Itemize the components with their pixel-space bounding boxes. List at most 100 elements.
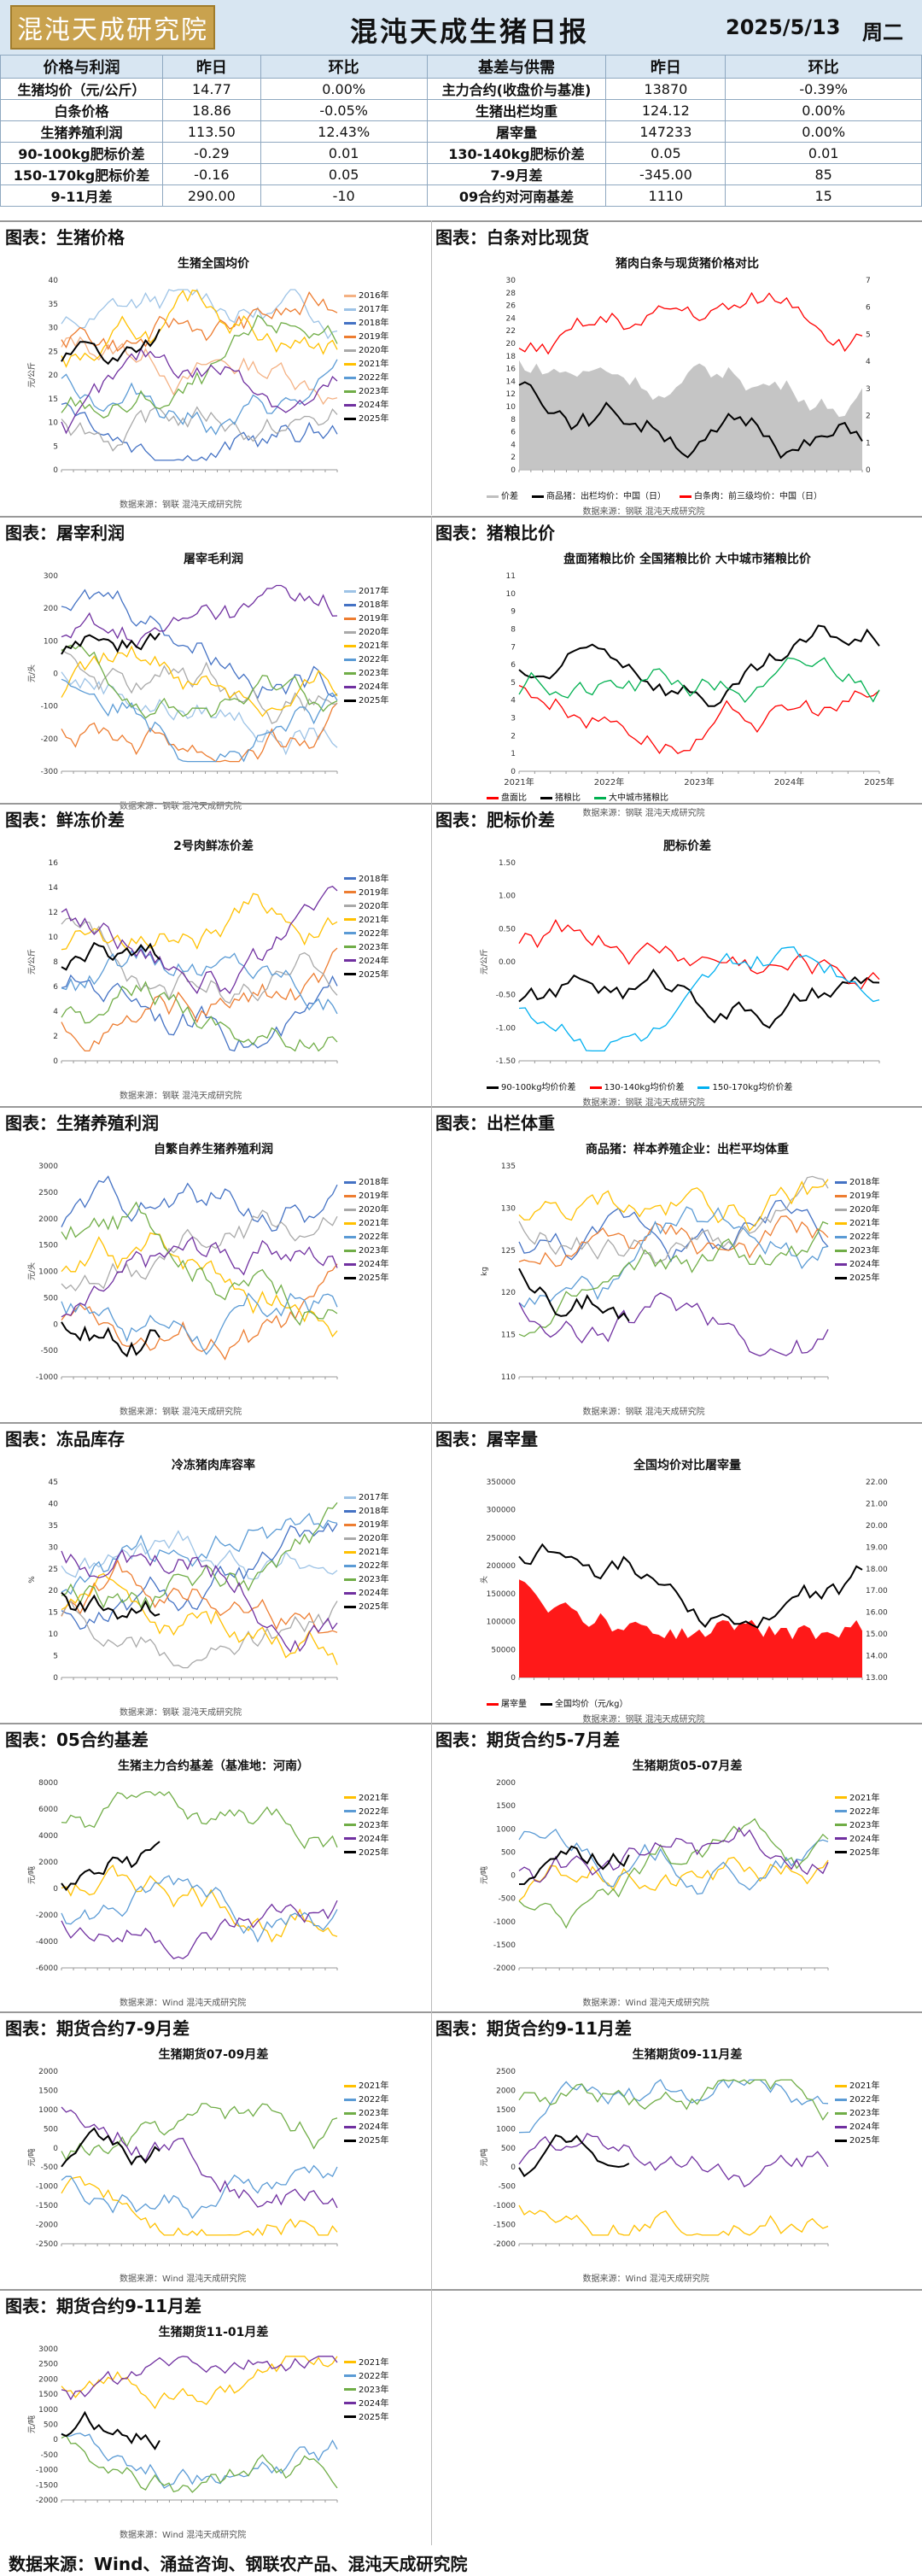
chart-legend: 2017年 2018年 2019年 2020年 2021年 2022年 2023年 2024年… [344, 1491, 388, 1614]
legend-item: 大中城市猪粮比 [594, 792, 668, 805]
legend-label: 2024年 [359, 1589, 389, 1599]
legend-swatch [835, 1208, 847, 1211]
legend-label: 2017年 [359, 1493, 389, 1503]
x-tick-label: 2025年 [864, 776, 894, 787]
y-tick-label: 0 [511, 1872, 516, 1881]
chart-title: 生猪期货07-09月差 [158, 2048, 269, 2062]
y-tick-label: 6 [511, 661, 516, 670]
series-line [518, 2204, 829, 2236]
table-cell: 0.00% [725, 99, 922, 121]
y-tick-label: 20 [49, 372, 59, 380]
y-tick-label: 28 [506, 290, 516, 298]
legend-label: 2023年 [359, 1820, 389, 1830]
table-cell: 白条价格 [0, 99, 163, 121]
legend-label: 2022年 [849, 1806, 880, 1817]
legend-label: 2023年 [359, 1246, 389, 1256]
table-cell: 13870 [605, 78, 727, 100]
series-line [518, 381, 863, 460]
series-line [61, 947, 338, 1052]
y-tick-label: 24 [506, 314, 516, 323]
legend-label: 2022年 [359, 373, 389, 383]
legend-swatch [344, 403, 356, 407]
legend-item: 2025年 [344, 2411, 388, 2425]
table-header-row: 价格与利润 昨日 环比 基差与供需 昨日 环比 [0, 55, 922, 79]
legend-swatch [344, 2098, 356, 2101]
report-weekday: 周二 [862, 20, 903, 44]
y-tick-label: 0.50 [499, 925, 516, 934]
legend-label: 2022年 [359, 2095, 389, 2105]
legend-swatch [835, 1194, 847, 1197]
legend-item: 2016年 [344, 290, 388, 303]
legend-item: 2023年 [344, 941, 388, 955]
legend-swatch [344, 1180, 356, 1184]
legend-swatch [532, 495, 544, 498]
table-cell: 147233 [605, 120, 727, 143]
legend-swatch [344, 1851, 356, 1854]
legend-label: 2025年 [359, 696, 389, 706]
series-line [61, 290, 338, 368]
y-tick-label: -500 [41, 1347, 59, 1355]
y-tick-label: 22 [506, 327, 516, 336]
series-line [61, 1201, 338, 1326]
y-tick-label: 2 [511, 454, 516, 462]
legend-label: 2021年 [359, 360, 389, 370]
table-cell: -0.39% [725, 78, 922, 100]
chart-source: 数据来源：钢联 混沌天成研究院 [582, 809, 705, 818]
legend-item: 2020年 [344, 626, 388, 640]
legend-item: 全国均价（元/kg） [540, 1698, 628, 1712]
y2-tick-label: 0 [866, 466, 871, 475]
legend-swatch [344, 685, 356, 688]
legend-item: 2020年 [344, 1203, 388, 1217]
series-line [61, 643, 338, 719]
y-tick-label: 0 [53, 1057, 58, 1066]
legend-label: 2024年 [359, 401, 389, 411]
legend-item: 2021年 [344, 914, 388, 928]
y-tick-label: 6 [53, 983, 58, 992]
table-cell: 屠宰量 [426, 120, 607, 143]
series-line [61, 893, 338, 951]
x-tick-label: 2022年 [594, 776, 624, 787]
y2-tick-label: 18.00 [866, 1566, 888, 1574]
legend-label: 2024年 [849, 2122, 880, 2133]
y-tick-label: 1500 [496, 2106, 516, 2115]
table-cell: 生猪出栏均重 [426, 99, 607, 121]
series-line [61, 941, 160, 971]
legend-label: 2019年 [359, 887, 389, 898]
chart-source: 数据来源：Wind 混沌天成研究院 [582, 2274, 709, 2284]
legend-swatch [344, 2125, 356, 2128]
chart-svg: 110 115 120 125 130 135 kg [481, 1162, 829, 1382]
legend-label: 2023年 [359, 1575, 389, 1585]
chart-title: 生猪全国均价 [178, 257, 249, 271]
legend-label: 2021年 [849, 2081, 880, 2092]
y-tick-label: 1000 [496, 1825, 516, 1834]
brand-logo: 混沌天成研究院 [10, 5, 215, 50]
y-tick-label: 1000 [496, 2125, 516, 2134]
legend-item: 2023年 [835, 1244, 879, 1258]
legend-label: 2025年 [359, 969, 389, 980]
y-tick-label: 500 [44, 2421, 58, 2430]
y-axis-label: 元/头 [27, 1262, 37, 1280]
legend-label: 全国均价（元/kg） [555, 1700, 628, 1709]
y-axis-label: 元/公斤 [27, 949, 37, 975]
chart-title: 盘面猪粮比价 全国猪粮比价 大中城市猪粮比价 [563, 553, 811, 566]
legend-label: 2022年 [359, 1806, 389, 1817]
legend-item: 2025年 [835, 1272, 879, 1285]
series-line [61, 974, 338, 1052]
legend-swatch [344, 2361, 356, 2364]
section-divider [0, 803, 922, 805]
series-line [518, 1856, 829, 1901]
legend-item: 2024年 [344, 2397, 388, 2411]
y-tick-label: 35 [49, 1522, 58, 1531]
legend-item: 90-100kg均价价差 [487, 1081, 576, 1095]
section-title: 图表：期货合约9-11月差 [435, 2018, 633, 2039]
y-tick-label: 16 [49, 859, 59, 868]
series-line [518, 1818, 829, 1929]
legend-swatch [835, 1249, 847, 1252]
legend-swatch [344, 1276, 356, 1279]
y-axis-label: 元/吨 [26, 2148, 37, 2166]
series-line [61, 2434, 338, 2493]
y-tick-label: 115 [501, 1332, 516, 1340]
legend-swatch [344, 1550, 356, 1554]
y-tick-label: 18 [506, 353, 516, 361]
legend-label: 2022年 [359, 2371, 389, 2381]
